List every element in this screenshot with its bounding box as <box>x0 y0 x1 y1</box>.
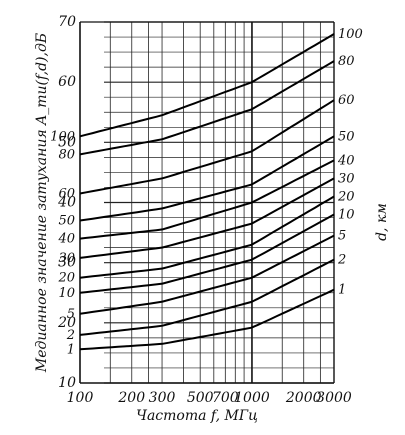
x-tick-label: 500 <box>187 390 214 406</box>
y-tick-label: 60 <box>58 74 76 90</box>
y-tick-label: 20 <box>57 315 76 331</box>
curve-label-right-30: 30 <box>338 171 355 186</box>
x-tick-label: 3000 <box>316 390 352 406</box>
curve-d-50 <box>79 135 335 222</box>
curve-d-10 <box>79 213 335 294</box>
y-tick-label: 10 <box>58 375 76 391</box>
curve-label-left-40: 40 <box>57 232 75 247</box>
curve-label-right-2: 2 <box>337 253 346 268</box>
curve-d-2 <box>79 258 335 336</box>
y-tick-label: 30 <box>58 255 76 271</box>
curve-label-right-100: 100 <box>338 27 363 42</box>
x-tick-label: 700 <box>212 390 239 406</box>
curve-label-left-1: 1 <box>67 342 75 357</box>
curve-d-1 <box>79 288 335 351</box>
curve-label-right-1: 1 <box>338 283 346 298</box>
y-tick-label: 40 <box>57 195 76 211</box>
x-tick-label: 1000 <box>234 390 270 406</box>
curve-label-right-20: 20 <box>337 189 355 204</box>
curve-d-20 <box>79 195 335 279</box>
curve-label-right-50: 50 <box>338 129 355 144</box>
curve-label-left-10: 10 <box>58 286 75 301</box>
curve-d-60 <box>79 99 335 195</box>
x-tick-label: 2000 <box>285 390 322 406</box>
curve-label-right-80: 80 <box>338 54 355 69</box>
curve-label-left-2: 2 <box>66 328 75 343</box>
x-tick-label: 200 <box>117 390 145 406</box>
y-tick-label: 50 <box>58 134 76 150</box>
x-tick-label: 300 <box>149 390 176 406</box>
y-tick-label: 70 <box>58 14 76 30</box>
curve-label-right-40: 40 <box>337 153 355 168</box>
curve-d-5 <box>79 234 335 315</box>
curve-label-left-30: 30 <box>58 251 75 266</box>
curve-label-left-100: 100 <box>50 129 75 144</box>
curve-label-left-80: 80 <box>58 147 75 162</box>
curve-label-right-60: 60 <box>338 93 355 108</box>
x-tick-label: 100 <box>67 390 94 406</box>
curve-label-right-10: 10 <box>338 208 355 223</box>
x-axis-title: Частота f, МГц <box>136 408 258 424</box>
curve-d-100 <box>79 33 335 138</box>
curve-d-80 <box>79 60 335 156</box>
curve-label-left-5: 5 <box>67 307 75 322</box>
right-axis-title: d, км <box>374 203 390 241</box>
curve-d-40 <box>79 159 335 240</box>
curve-d-30 <box>79 177 335 259</box>
curve-label-left-60: 60 <box>58 186 75 201</box>
curve-label-left-50: 50 <box>58 214 75 229</box>
y-axis-title: Медианное значение затухания A_mu(f,d),д… <box>34 33 50 373</box>
curve-label-right-5: 5 <box>338 229 346 244</box>
curve-label-left-20: 20 <box>57 271 75 286</box>
